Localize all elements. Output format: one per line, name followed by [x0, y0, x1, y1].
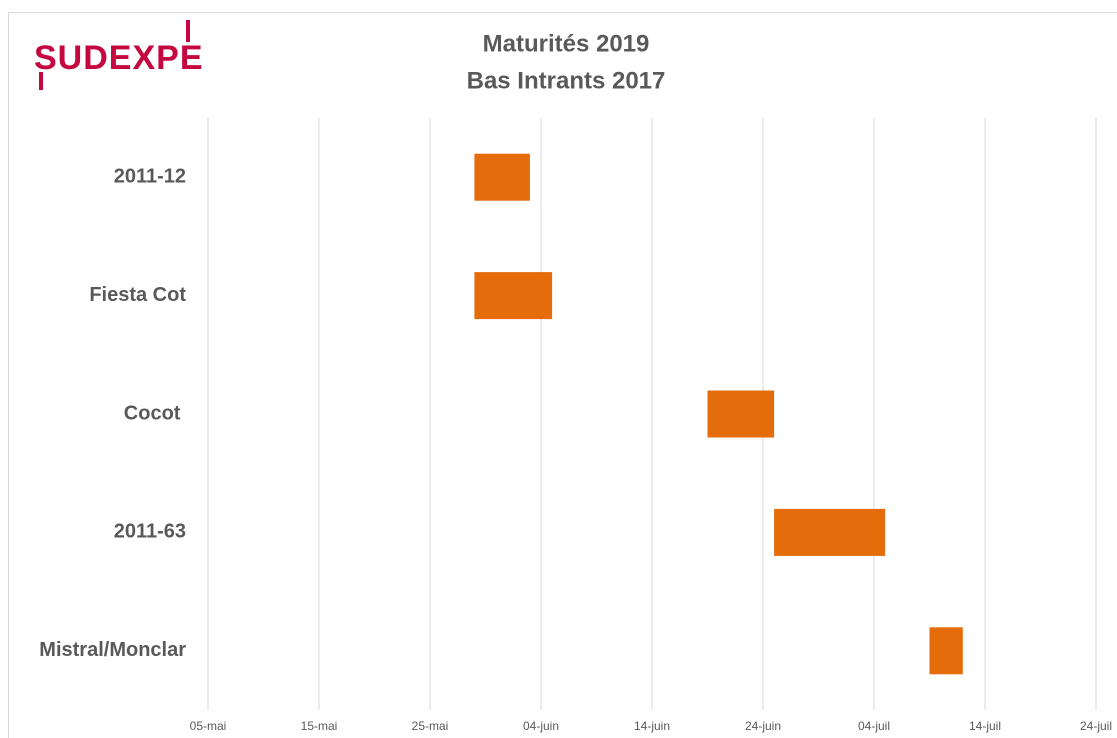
- bar: [774, 508, 886, 556]
- bar: [474, 153, 530, 201]
- logo-accent: [186, 20, 190, 42]
- x-tick-label: 14-juil: [969, 719, 1001, 733]
- chart-subtitle: Bas Intrants 2017: [467, 67, 666, 94]
- x-tick-label: 24-juil: [1080, 719, 1112, 733]
- bar: [707, 390, 775, 438]
- x-tick-label: 25-mai: [412, 719, 449, 733]
- x-tick-label: 24-juin: [745, 719, 781, 733]
- bar: [929, 627, 963, 675]
- category-label: Cocot: [124, 402, 186, 424]
- x-tick-label: 04-juin: [523, 719, 559, 733]
- category-label: 2011-63: [114, 521, 186, 543]
- x-tick-label: 04-juil: [858, 719, 890, 733]
- logo: SUDEXPE: [34, 39, 204, 77]
- chart-border: [8, 12, 1117, 738]
- category-label: 2011-12: [114, 165, 186, 187]
- category-label: Mistral/Monclar: [39, 639, 186, 661]
- logo-tail: [39, 72, 43, 90]
- x-tick-label: 14-juin: [634, 719, 670, 733]
- category-label: Fiesta Cot: [89, 284, 186, 306]
- chart-title: Maturités 2019: [483, 30, 650, 57]
- bar: [474, 272, 553, 320]
- x-tick-label: 15-mai: [301, 719, 338, 733]
- x-tick-label: 05-mai: [190, 719, 227, 733]
